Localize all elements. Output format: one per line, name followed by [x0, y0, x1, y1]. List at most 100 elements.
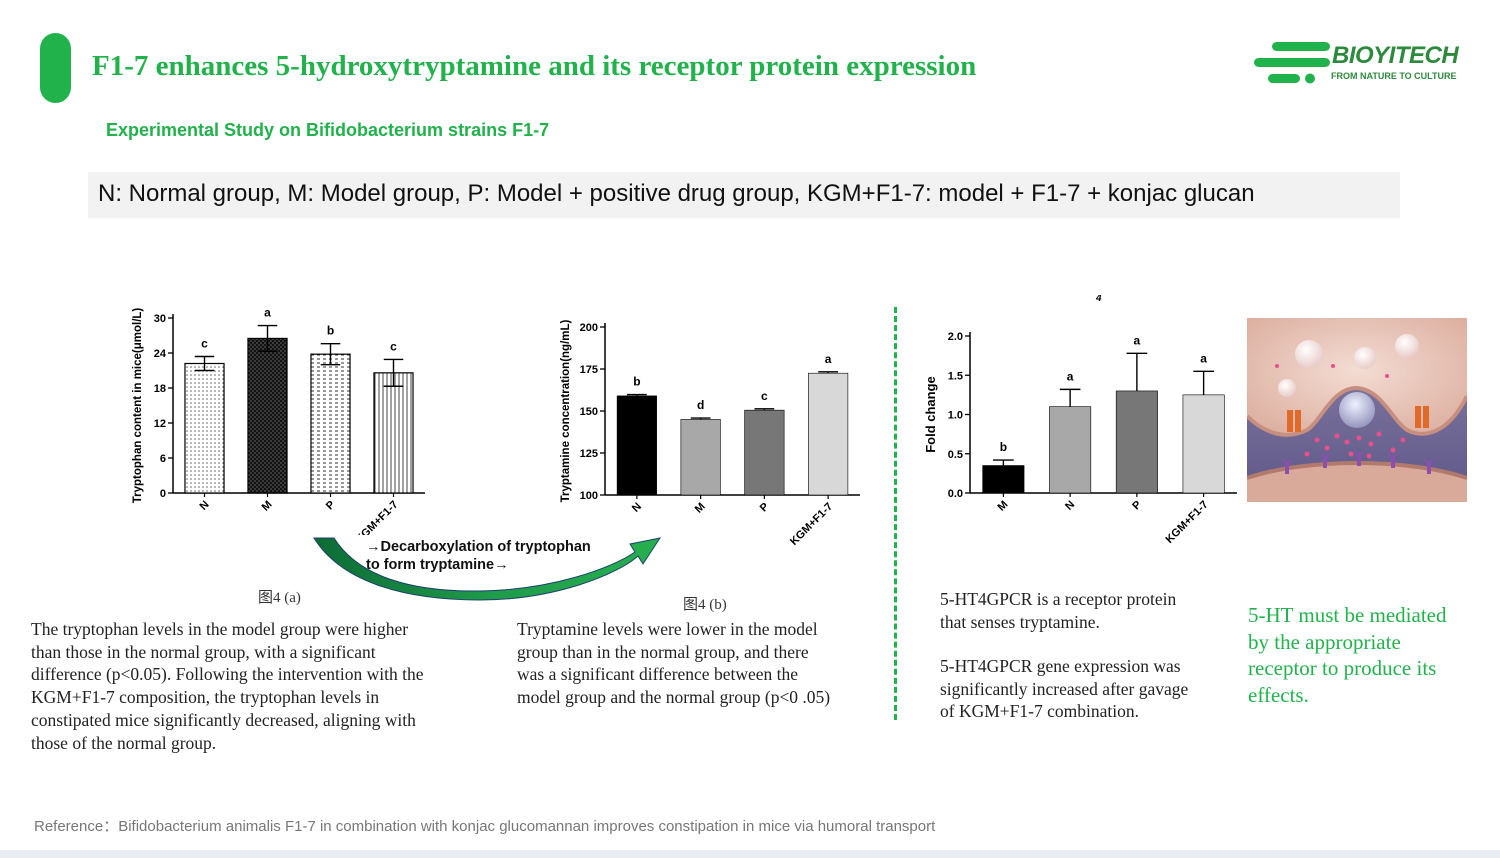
error-bar [818, 371, 839, 374]
significance-letter: a [1134, 333, 1141, 347]
y-tick-label: 0.5 [948, 449, 963, 461]
y-tick-label: 24 [154, 348, 167, 360]
x-tick-label: KGM+F1-7 [788, 501, 835, 548]
significance-letter: d [697, 398, 704, 412]
error-bar [1059, 388, 1081, 407]
bar [1182, 394, 1225, 494]
significance-letter: b [633, 375, 640, 389]
bar [680, 419, 721, 496]
text-line: significantly increased after gavage [940, 678, 1189, 699]
error-bar [1126, 352, 1148, 391]
text-line: those of the normal group. [31, 732, 217, 753]
x-tick-label: P [324, 499, 338, 513]
text-line: group than in the normal group, and ther… [517, 641, 809, 662]
page-title: F1-7 enhances 5-hydroxytryptamine and it… [92, 50, 977, 82]
group-legend: N: Normal group, M: Model group, P: Mode… [88, 172, 1400, 218]
footer-bar [0, 850, 1500, 858]
arrow-label-line: →Decarboxylation of tryptophan [366, 539, 591, 555]
figure-caption-a: 图4 (a) [258, 590, 301, 606]
significance-letter: a [1200, 351, 1207, 365]
significance-letter: b [327, 324, 334, 338]
tryptophan-description: The tryptophan levels in the model group… [31, 618, 467, 754]
x-tick-label: M [693, 501, 708, 516]
y-tick-label: 150 [580, 406, 598, 418]
section-divider [894, 307, 897, 720]
arrow-label-line: to form tryptamine→ [366, 557, 509, 573]
y-tick-label: 100 [580, 490, 598, 502]
y-tick-label: 30 [154, 313, 166, 325]
synapse-illustration [1247, 318, 1467, 502]
text-line: by the appropriate [1248, 629, 1401, 654]
significance-letter: a [1067, 369, 1074, 383]
text-line: Tryptamine levels were lower in the mode… [517, 619, 818, 639]
y-tick-label: 1.5 [948, 370, 963, 382]
page-subtitle: Experimental Study on Bifidobacterium st… [106, 120, 550, 140]
y-tick-label: 200 [580, 322, 598, 334]
bar [310, 353, 351, 494]
text-line: The tryptophan levels in the model group… [31, 619, 409, 639]
x-tick-label: N [198, 499, 212, 513]
text-line: that senses tryptamine. [940, 611, 1100, 632]
y-tick-label: 0.0 [948, 488, 963, 500]
error-bar [257, 324, 278, 352]
significance-letter: a [825, 352, 832, 366]
text-line: difference (p<0.05). Following the inter… [31, 664, 424, 685]
error-bar [690, 417, 711, 420]
text-line: 5-HT must be mediated [1248, 603, 1447, 627]
bar [373, 372, 414, 494]
y-tick-label: 1.0 [948, 410, 963, 422]
y-tick-label: 18 [154, 383, 166, 395]
y-tick-label: 175 [580, 364, 598, 376]
chart-svg: 100 125 150 175 200 b Nd Mc Pa KGM+F1-7 Tryptamine… [560, 319, 860, 548]
x-tick-label: M [996, 499, 1011, 514]
y-axis-label: Tryptophan content in mice(μmol/L) [132, 308, 144, 504]
group-legend-text: N: Normal group, M: Model group, P: Mode… [98, 180, 1255, 207]
text-line: model group and the normal group (p<0 .0… [517, 687, 831, 708]
bar [1115, 390, 1158, 494]
text-line: of KGM+F1-7 combination. [940, 701, 1139, 722]
error-bar [383, 358, 404, 387]
y-tick-label: 125 [580, 448, 598, 460]
error-bar [993, 459, 1014, 466]
title-accent-bar [40, 33, 71, 103]
decarboxylation-arrow [313, 537, 662, 601]
y-tick-label: 0 [160, 488, 166, 500]
bar [616, 395, 657, 496]
text-line: KGM+F1-7 composition, the tryptophan lev… [31, 687, 380, 708]
text-line: than those in the normal group, with a s… [31, 641, 376, 662]
x-tick-label: N [630, 501, 644, 515]
x-tick-label: M [260, 499, 275, 514]
x-tick-label: P [758, 501, 772, 515]
arrow-label: →Decarboxylation of tryptophan to form t… [366, 538, 591, 574]
receptor-description: 5-HT4GPCR is a receptor protein that sen… [940, 588, 1230, 633]
receptor-result: 5-HT4GPCR gene expression was significan… [940, 655, 1230, 723]
text-line: constipated mice significantly decreased… [31, 709, 416, 730]
error-bar [754, 408, 775, 411]
error-bar [1193, 370, 1214, 395]
x-tick-label: N [1063, 499, 1077, 513]
y-tick-label: 6 [160, 453, 166, 465]
tryptamine-description: Tryptamine levels were lower in the mode… [517, 618, 856, 709]
error-bar [320, 342, 341, 366]
receptor-note: 5-HT must be mediated by the appropriate… [1248, 602, 1488, 708]
bar [247, 337, 288, 494]
significance-letter: c [761, 389, 768, 403]
text-line: was a significant difference between the [517, 664, 799, 685]
significance-letter: a [264, 306, 271, 320]
y-tick-label: 12 [154, 418, 166, 430]
text-line: 5-HT4GPCR is a receptor protein [940, 589, 1177, 609]
significance-letter: b [1000, 440, 1007, 454]
x-tick-label: KGM+F1-7 [1164, 499, 1211, 546]
chart-svg: 0.0 0.5 1.0 1.5 2.0 b Ma Na Pa KGM+F1-7 Fold chang… [923, 295, 1237, 546]
x-tick-label: P [1130, 499, 1144, 513]
bar [184, 362, 225, 494]
significance-letter: c [201, 337, 208, 351]
chart-title: 5-HT4GPCR [1065, 295, 1143, 304]
bar [982, 465, 1025, 494]
text-line: receptor to produce its [1248, 656, 1437, 680]
figure-caption-b: 图4 (b) [683, 597, 727, 613]
significance-letter: c [390, 339, 397, 353]
